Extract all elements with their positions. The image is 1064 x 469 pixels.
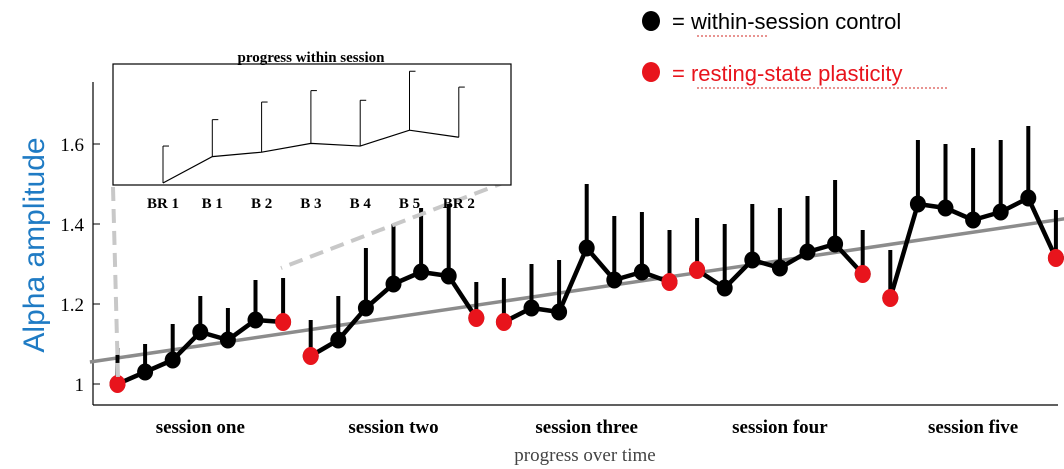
inset-line bbox=[162, 129, 459, 184]
legend-plasticity-marker bbox=[642, 62, 660, 82]
control-point bbox=[633, 263, 650, 281]
plasticity-point bbox=[302, 347, 319, 365]
control-point bbox=[965, 211, 982, 229]
control-point bbox=[551, 303, 568, 321]
control-point bbox=[440, 267, 457, 285]
inset-tick-label: B 5 bbox=[399, 196, 420, 212]
y-tick-label: 1.4 bbox=[60, 215, 84, 236]
y-axis-label: Alpha amplitude bbox=[18, 137, 51, 352]
control-point bbox=[937, 199, 954, 217]
plasticity-point bbox=[275, 313, 292, 331]
data-points bbox=[109, 189, 1064, 393]
session-label: session five bbox=[928, 417, 1018, 438]
control-point bbox=[716, 279, 733, 297]
control-point bbox=[137, 363, 154, 381]
control-point bbox=[219, 331, 236, 349]
control-point bbox=[164, 351, 181, 369]
inset-connector-right bbox=[280, 179, 509, 270]
plasticity-point bbox=[689, 261, 706, 279]
trend-line bbox=[89, 217, 1064, 364]
inset-tick-label: B 1 bbox=[202, 196, 223, 212]
session-label: session three bbox=[535, 417, 638, 438]
control-point bbox=[744, 251, 761, 269]
session-label: session four bbox=[732, 417, 828, 438]
inset-tick-label: B 2 bbox=[251, 196, 272, 212]
plasticity-point bbox=[468, 309, 485, 327]
control-point bbox=[799, 243, 816, 261]
y-ticks: 1 1.2 1.4 1.6 bbox=[60, 135, 100, 396]
control-point bbox=[909, 195, 926, 213]
inset-connector-left bbox=[111, 186, 120, 379]
control-point bbox=[606, 271, 623, 289]
plasticity-point bbox=[1047, 249, 1064, 267]
inset-title: progress within session bbox=[238, 50, 386, 66]
inset-error-bars bbox=[162, 70, 465, 183]
plasticity-point bbox=[854, 265, 871, 283]
legend: = within-session control = resting-state… bbox=[642, 9, 948, 89]
y-tick-label: 1.6 bbox=[60, 135, 84, 156]
control-point bbox=[192, 323, 209, 341]
control-point bbox=[385, 275, 402, 293]
inset-chart: progress within session BR 1 B 1 B 2 B 3 B 4… bbox=[112, 50, 512, 212]
control-point bbox=[523, 299, 540, 317]
control-point bbox=[1020, 189, 1037, 207]
inset-tick-label: B 4 bbox=[350, 196, 372, 212]
y-tick-label: 1.2 bbox=[60, 295, 84, 316]
control-point bbox=[771, 259, 788, 277]
plasticity-point bbox=[882, 289, 899, 307]
session-label: session one bbox=[156, 417, 245, 438]
session-label: session two bbox=[348, 417, 438, 438]
plasticity-point bbox=[661, 273, 678, 291]
inset-background bbox=[112, 63, 512, 186]
control-point bbox=[578, 239, 595, 257]
x-axis-label: progress over time bbox=[514, 445, 655, 466]
control-point bbox=[357, 299, 374, 317]
plasticity-point bbox=[495, 313, 512, 331]
inset-tick-label: B 3 bbox=[300, 196, 321, 212]
session-labels: session one session two session three sessi… bbox=[156, 417, 1019, 438]
control-point bbox=[247, 311, 264, 329]
inset-tick-label: BR 1 bbox=[147, 196, 179, 212]
legend-control-label: = within-session control bbox=[672, 9, 901, 34]
control-point bbox=[413, 263, 430, 281]
inset-tick-labels: BR 1 B 1 B 2 B 3 B 4 B 5 BR 2 bbox=[147, 196, 475, 212]
y-tick-label: 1 bbox=[75, 375, 85, 396]
control-point bbox=[992, 203, 1009, 221]
control-point bbox=[827, 235, 844, 253]
plasticity-point bbox=[109, 375, 126, 393]
legend-control-marker bbox=[642, 11, 660, 31]
inset-tick-label: BR 2 bbox=[443, 196, 475, 212]
control-point bbox=[330, 331, 347, 349]
legend-plasticity-label: = resting-state plasticity bbox=[672, 61, 902, 86]
